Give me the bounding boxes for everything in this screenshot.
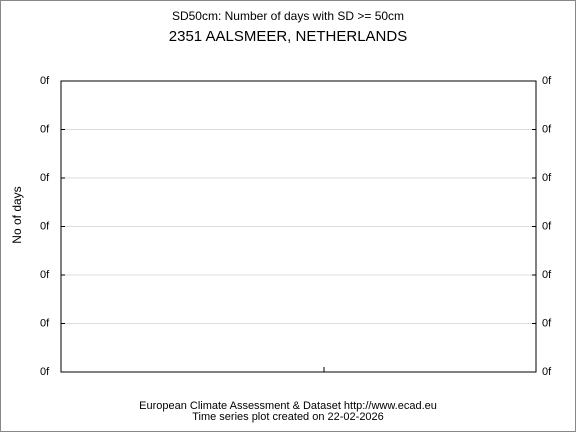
y-tick-label: 0f [40,123,50,135]
y-tick-label: 0f [40,75,50,87]
plot-frame [60,80,537,373]
y-tick-label-right: 0f [542,269,552,281]
footer-line: European Climate Assessment & Dataset ht… [139,400,437,412]
y-tick-label-right: 0f [542,123,552,135]
y-tick-label-right: 0f [542,172,552,184]
chart-title: SD50cm: Number of days with SD >= 50cm [172,9,404,23]
y-tick-label-right: 0f [542,366,552,378]
y-tick-label-right: 0f [542,317,552,329]
y-tick-label: 0f [40,172,50,184]
footer-line: Time series plot created on 22-02-2026 [192,411,384,423]
y-tick-label-right: 0f [542,220,552,232]
y-tick-label: 0f [40,220,50,232]
y-tick-label: 0f [40,317,50,329]
y-tick-label: 0f [40,269,50,281]
y-axis-label: No of days [10,186,24,243]
y-tick-label-right: 0f [542,75,552,87]
chart-subtitle: 2351 AALSMEER, NETHERLANDS [169,28,407,45]
y-tick-label: 0f [40,366,50,378]
